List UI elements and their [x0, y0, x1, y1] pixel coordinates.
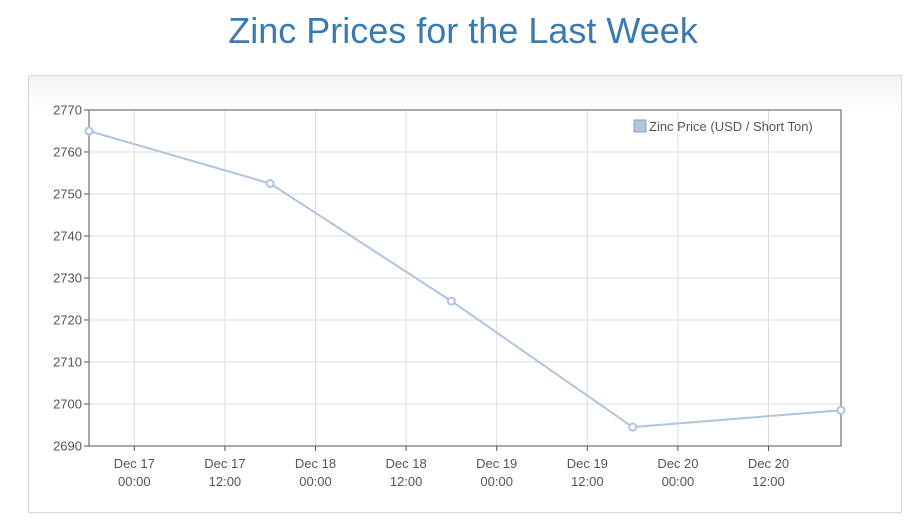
- page-title: Zinc Prices for the Last Week: [228, 10, 698, 51]
- chart-panel: 2770 2760 2750 2740 2730 2720 2710 2700 2690 Dec…: [28, 75, 902, 513]
- y-tick-label: 2770: [53, 103, 82, 118]
- y-tick-label: 2740: [53, 229, 82, 244]
- x-tick-label-date: Dec 19: [567, 456, 608, 471]
- y-tick-label: 2760: [53, 145, 82, 160]
- series-line: [88, 130, 842, 429]
- legend-swatch: [633, 119, 647, 133]
- y-axis-ticks: 2770 2760 2750 2740 2730 2720 2710 2700 2690: [53, 103, 89, 454]
- legend-label: Zinc Price (USD / Short Ton): [649, 119, 813, 134]
- x-tick-label-time: 00:00: [662, 474, 695, 489]
- data-point[interactable]: [446, 296, 456, 306]
- y-tick-label: 2710: [53, 355, 82, 370]
- x-tick-label-time: 12:00: [752, 474, 785, 489]
- y-tick-label: 2690: [53, 439, 82, 454]
- x-tick-label-date: Dec 18: [295, 456, 336, 471]
- y-tick-label: 2730: [53, 271, 82, 286]
- x-tick-label-time: 00:00: [480, 474, 513, 489]
- x-tick-label-time: 00:00: [118, 474, 151, 489]
- data-point[interactable]: [84, 126, 94, 136]
- y-tick-label: 2700: [53, 397, 82, 412]
- x-tick-label-time: 00:00: [299, 474, 332, 489]
- grid-lines: [89, 109, 841, 447]
- x-tick-label-date: Dec 17: [114, 456, 155, 471]
- x-tick-label-time: 12:00: [571, 474, 604, 489]
- x-tick-label-time: 12:00: [209, 474, 242, 489]
- data-point[interactable]: [836, 405, 846, 415]
- x-tick-label-date: Dec 20: [748, 456, 789, 471]
- data-point[interactable]: [265, 179, 275, 188]
- data-point[interactable]: [628, 422, 638, 432]
- y-tick-label: 2720: [53, 313, 82, 328]
- series-layer: [84, 126, 846, 432]
- zinc-price-chart: 2770 2760 2750 2740 2730 2720 2710 2700 2690 Dec…: [53, 103, 846, 489]
- x-tick-label-date: Dec 17: [204, 456, 245, 471]
- x-tick-label-date: Dec 18: [386, 456, 427, 471]
- x-tick-label-date: Dec 19: [476, 456, 517, 471]
- x-tick-label-date: Dec 20: [657, 456, 698, 471]
- x-axis-ticks: Dec 17 00:00 Dec 17 12:00 Dec 18 00:00 Dec 18 1…: [114, 446, 789, 489]
- y-tick-label: 2750: [53, 187, 82, 202]
- legend[interactable]: Zinc Price (USD / Short Ton): [633, 119, 813, 134]
- x-tick-label-time: 12:00: [390, 474, 423, 489]
